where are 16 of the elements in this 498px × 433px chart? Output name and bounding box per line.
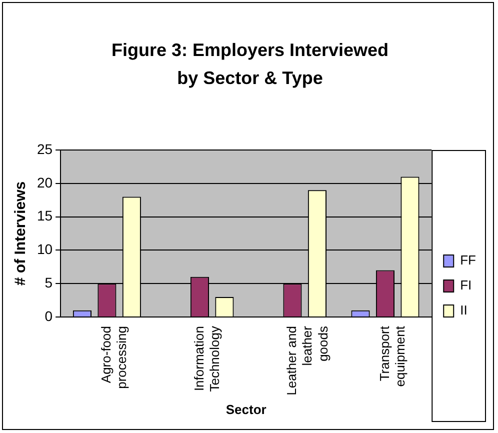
y-axis-title: # of Interviews	[12, 181, 30, 286]
y-tick-label: 10	[36, 241, 53, 258]
x-tick-label: Leather and leather goods	[284, 325, 330, 396]
legend-label: FI	[460, 278, 472, 293]
chart-title: Figure 3: Employers Interviewed by Sector & Type	[110, 39, 390, 90]
x-tick-label: Agro-food processing	[98, 326, 130, 389]
legend-label: II	[460, 302, 468, 318]
x-tick-label: Information Technology	[191, 326, 222, 392]
legend-label: FF	[460, 252, 476, 268]
y-tick-label: 20	[36, 174, 53, 190]
x-axis-title: Sector	[226, 402, 266, 417]
y-tick-label: 15	[36, 208, 53, 224]
y-tick-label: 25	[36, 140, 53, 157]
y-tick-label: 5	[44, 274, 53, 290]
y-tick-label: 0	[44, 308, 53, 324]
x-tick-label: Transport equipment	[376, 326, 408, 387]
